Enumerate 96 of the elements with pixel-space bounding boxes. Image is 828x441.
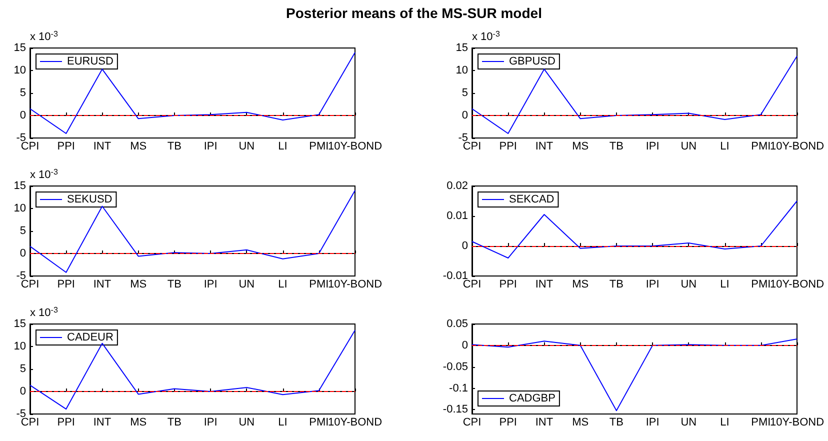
y-tick-label: 5 — [20, 87, 26, 99]
x-tick-label: CPI — [462, 278, 482, 290]
x-tick-label: INT — [93, 278, 112, 290]
line-series — [30, 330, 356, 410]
x-tick-label: INT — [93, 416, 112, 428]
x-tick-label: LI — [720, 140, 730, 152]
x-tick-label: CPI — [20, 278, 40, 290]
x-tick-label: PMI — [309, 416, 329, 428]
y-tick-label: 0.05 — [446, 318, 468, 330]
x-tick-label: IPI — [204, 416, 218, 428]
x-tick-label: INT — [93, 140, 112, 152]
legend-label: EURUSD — [67, 56, 114, 68]
x-tick-label: IPI — [204, 140, 218, 152]
x-tick-label: 10Y-BOND — [770, 140, 824, 152]
y-tick-label: 10 — [14, 202, 26, 214]
y-tick-label: 0 — [462, 339, 468, 352]
x-tick-label: TB — [609, 140, 624, 152]
line-series — [30, 190, 356, 273]
x-tick-label: MS — [130, 416, 147, 428]
legend-label: SEKCAD — [509, 194, 554, 206]
y-tick-label: 0 — [20, 386, 26, 398]
y-tick-label: 5 — [20, 363, 26, 375]
legend-label: CADEUR — [67, 332, 114, 344]
x-tick-label: LI — [278, 278, 288, 290]
x-tick-label: PMI — [751, 416, 771, 428]
x-tick-label: PPI — [499, 140, 517, 152]
x-tick-label: 10Y-BOND — [328, 416, 382, 428]
y-tick-label: -0.15 — [442, 404, 468, 416]
x-tick-label: IPI — [646, 140, 660, 152]
x-tick-label: INT — [535, 140, 554, 152]
x-tick-label: TB — [167, 278, 182, 290]
x-tick-label: 10Y-BOND — [328, 278, 382, 290]
y-tick-label: 10 — [14, 340, 26, 352]
y-tick-label: 10 — [456, 64, 468, 76]
x-tick-label: LI — [278, 416, 288, 428]
x-tick-label: 10Y-BOND — [770, 416, 824, 428]
x-tick-label: PMI — [309, 140, 329, 152]
x-tick-label: CPI — [20, 416, 40, 428]
x-tick-label: PPI — [57, 416, 75, 428]
y-tick-label: 0 — [462, 240, 468, 252]
x-tick-label: LI — [720, 278, 730, 290]
x-tick-label: TB — [609, 278, 624, 290]
x-tick-label: CPI — [462, 140, 482, 152]
x-tick-label: IPI — [646, 416, 660, 428]
x-tick-label: PPI — [499, 416, 517, 428]
x-tick-label: TB — [167, 416, 182, 428]
y-tick-label: -0.05 — [442, 360, 468, 373]
x-tick-label: UN — [238, 416, 255, 428]
y-tick-label: 15 — [14, 42, 26, 54]
y-tick-label: 15 — [14, 180, 26, 192]
legend-label: SEKUSD — [67, 194, 112, 206]
x-tick-label: LI — [720, 416, 730, 428]
x-tick-label: CPI — [462, 416, 482, 428]
x-tick-label: PMI — [309, 278, 329, 290]
x-tick-label: TB — [167, 140, 182, 152]
x-tick-label: UN — [680, 416, 697, 428]
legend-label: CADGBP — [509, 392, 556, 404]
x-tick-label: UN — [680, 140, 697, 152]
x-tick-label: IPI — [646, 278, 660, 290]
x-tick-label: PPI — [57, 140, 75, 152]
x-tick-label: PMI — [751, 278, 771, 290]
x-tick-label: MS — [572, 416, 589, 428]
text: Posterior means of the MS-SUR model — [285, 5, 543, 21]
x-tick-label: CPI — [20, 140, 40, 152]
y-tick-label: -0.1 — [449, 382, 468, 394]
x-tick-label: INT — [535, 416, 554, 428]
x-tick-label: INT — [535, 278, 554, 290]
x-tick-label: MS — [572, 140, 589, 152]
y-tick-label: 0.02 — [446, 180, 468, 192]
x-tick-label: 10Y-BOND — [770, 278, 824, 290]
x-tick-label: IPI — [204, 278, 218, 290]
x-tick-label: PPI — [57, 278, 75, 290]
y-tick-label: 15 — [456, 42, 468, 54]
y-tick-label: 0 — [462, 110, 468, 122]
legend-label: GBPUSD — [509, 56, 556, 68]
x-tick-label: MS — [130, 278, 147, 290]
x-tick-label: UN — [238, 140, 255, 152]
y-tick-label: 5 — [20, 225, 26, 237]
x-tick-label: MS — [572, 278, 589, 290]
x-tick-label: PPI — [499, 278, 517, 290]
line-series — [472, 338, 798, 412]
y-tick-label: 0 — [20, 110, 26, 122]
line-series — [472, 56, 798, 134]
x-tick-label: TB — [609, 416, 624, 428]
y-tick-label: 10 — [14, 64, 26, 76]
x-tick-label: PMI — [751, 140, 771, 152]
y-tick-label: 15 — [14, 318, 26, 330]
y-tick-label: 5 — [462, 87, 468, 99]
line-series — [30, 52, 356, 134]
x-tick-label: MS — [130, 140, 147, 152]
y-tick-label: 0 — [20, 248, 26, 260]
x-tick-label: UN — [680, 278, 697, 290]
x-tick-label: 10Y-BOND — [328, 140, 382, 152]
x-tick-label: LI — [278, 140, 288, 152]
y-tick-label: 0.01 — [446, 210, 468, 222]
x-tick-label: UN — [238, 278, 255, 290]
